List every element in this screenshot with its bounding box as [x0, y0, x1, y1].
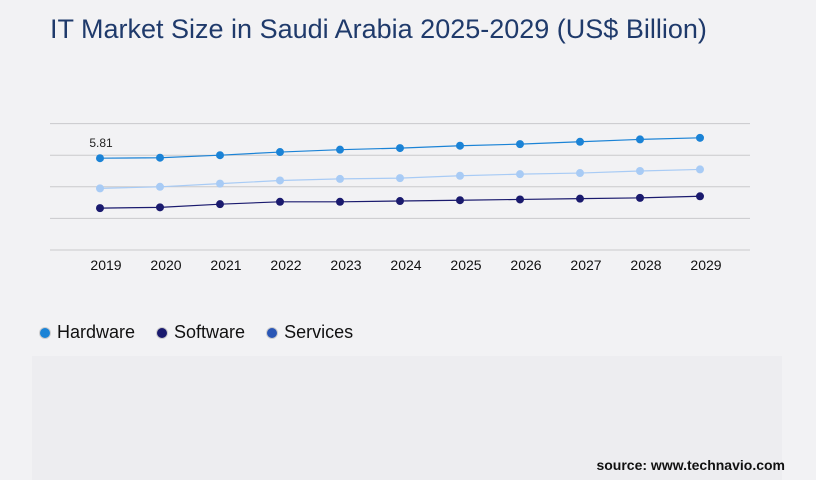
x-tick-label: 2023 — [330, 257, 361, 273]
data-point[interactable] — [96, 184, 104, 193]
legend-item-software[interactable]: Software — [157, 322, 245, 343]
data-point[interactable] — [156, 203, 164, 212]
x-tick-label: 2029 — [690, 257, 721, 273]
data-point[interactable] — [696, 133, 704, 142]
data-point[interactable] — [396, 144, 404, 153]
data-point[interactable] — [576, 137, 584, 146]
data-point[interactable] — [456, 141, 464, 150]
data-point[interactable] — [156, 153, 164, 162]
data-point[interactable] — [96, 204, 104, 213]
data-point[interactable] — [96, 154, 104, 163]
data-point[interactable] — [516, 195, 524, 204]
legend-item-hardware[interactable]: Hardware — [40, 322, 135, 343]
data-point[interactable] — [636, 193, 644, 202]
x-tick-label: 2021 — [210, 257, 241, 273]
legend-marker-services — [267, 327, 278, 338]
legend: Hardware Software Services — [40, 322, 353, 343]
legend-marker-hardware — [40, 327, 50, 338]
data-point[interactable] — [696, 165, 704, 174]
data-point[interactable] — [216, 200, 224, 209]
legend-marker-software — [157, 327, 168, 338]
data-point[interactable] — [516, 170, 524, 179]
data-point[interactable] — [576, 169, 584, 178]
data-point[interactable] — [636, 167, 644, 175]
legend-item-services[interactable]: Services — [267, 322, 353, 343]
data-point[interactable] — [216, 151, 224, 160]
data-point[interactable] — [516, 140, 524, 149]
data-point[interactable] — [696, 192, 704, 201]
legend-label-hardware: Hardware — [57, 322, 136, 342]
x-tick-label: 2025 — [450, 257, 481, 273]
data-point[interactable] — [336, 197, 344, 206]
line-chart: 5.81 2019 2020 2021 2022 2023 2024 2025 2026 202… — [50, 123, 750, 273]
chart-title: IT Market Size in Saudi Arabia 2025-2029… — [50, 14, 707, 44]
data-labels: 5.81 — [89, 136, 113, 150]
data-point[interactable] — [276, 148, 284, 157]
data-point[interactable] — [576, 194, 584, 203]
x-tick-label: 2027 — [570, 257, 601, 273]
lower-panel — [32, 356, 782, 480]
x-tick-label: 2028 — [630, 257, 661, 273]
data-point[interactable] — [396, 174, 404, 183]
series-lines — [96, 133, 704, 213]
x-tick-label: 2019 — [90, 257, 121, 273]
data-point[interactable] — [276, 176, 284, 185]
x-tick-label: 2022 — [270, 257, 301, 273]
data-point[interactable] — [456, 196, 464, 205]
data-point[interactable] — [396, 197, 404, 206]
source-credit: source: www.technavio.com — [596, 457, 785, 473]
data-point[interactable] — [636, 135, 644, 144]
legend-label-services: Services — [284, 322, 354, 342]
data-point[interactable] — [336, 174, 344, 183]
x-axis-ticks: 2019 2020 2021 2022 2023 2024 2025 2026 2027 2028… — [90, 257, 721, 273]
x-tick-label: 2020 — [150, 257, 181, 273]
data-point[interactable] — [336, 145, 344, 154]
data-point[interactable] — [456, 171, 464, 180]
x-tick-label: 2026 — [510, 257, 541, 273]
data-point[interactable] — [156, 182, 164, 191]
data-label: 5.81 — [89, 136, 113, 150]
data-point[interactable] — [216, 179, 224, 188]
data-point[interactable] — [276, 197, 284, 206]
x-tick-label: 2024 — [390, 257, 421, 273]
legend-label-software: Software — [174, 322, 246, 342]
